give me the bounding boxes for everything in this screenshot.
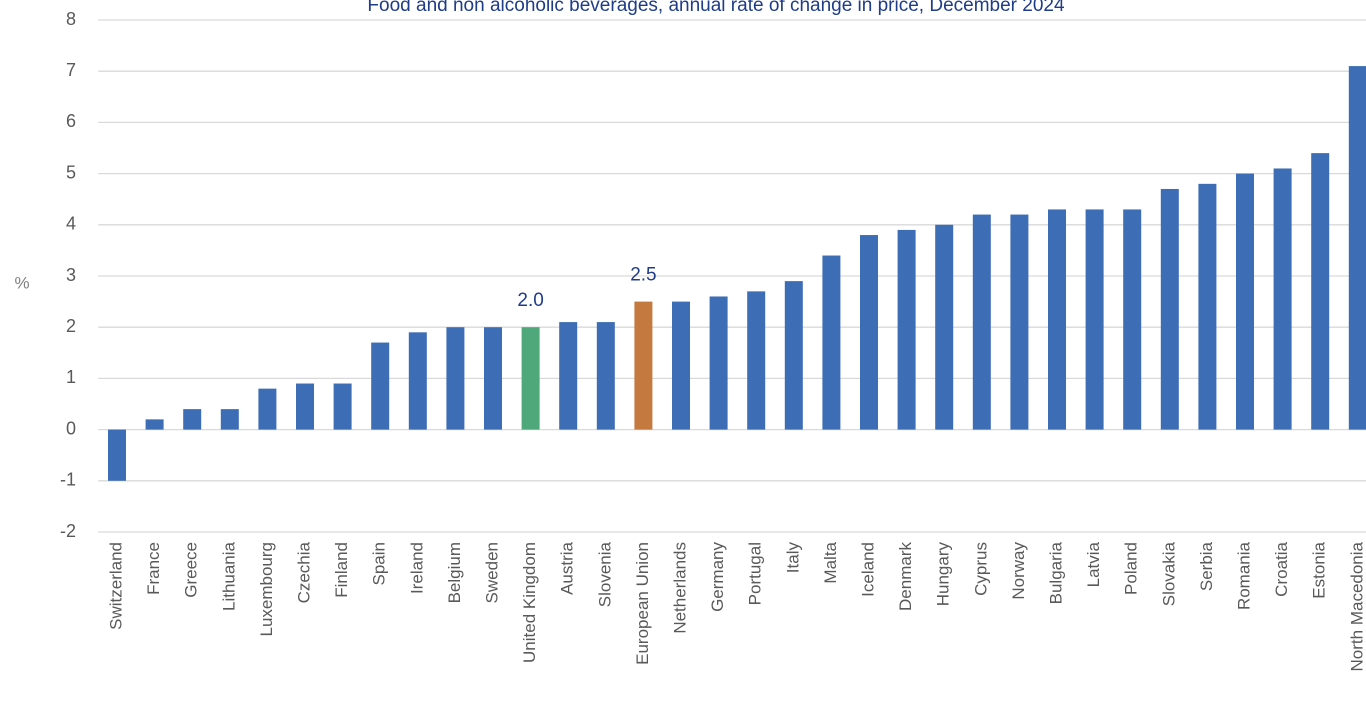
bar bbox=[747, 291, 766, 430]
bar bbox=[446, 327, 465, 430]
y-tick-label: 4 bbox=[66, 214, 76, 234]
y-tick-label: -2 bbox=[60, 521, 76, 541]
bar bbox=[672, 301, 690, 430]
y-tick-label: -1 bbox=[60, 470, 76, 490]
x-tick-label: Norway bbox=[1009, 542, 1028, 600]
bar bbox=[559, 322, 578, 430]
bar bbox=[408, 332, 427, 430]
bar bbox=[897, 229, 916, 430]
bar bbox=[634, 301, 653, 430]
x-tick-label: Spain bbox=[370, 542, 389, 585]
x-tick-label: Denmark bbox=[896, 542, 915, 611]
x-tick-label: Bulgaria bbox=[1046, 541, 1065, 604]
x-tick-label: Germany bbox=[708, 542, 727, 612]
x-tick-label: Austria bbox=[558, 541, 577, 594]
x-tick-label: Ireland bbox=[407, 542, 426, 594]
bar bbox=[822, 255, 841, 430]
x-tick-label: Switzerland bbox=[106, 542, 125, 630]
bar bbox=[1273, 168, 1292, 430]
x-tick-label: Slovakia bbox=[1159, 541, 1178, 606]
bar bbox=[145, 419, 164, 430]
x-tick-label: Romania bbox=[1234, 541, 1253, 610]
y-tick-label: 2 bbox=[66, 316, 76, 336]
y-tick-label: 5 bbox=[66, 162, 76, 182]
x-tick-label: Italy bbox=[783, 542, 802, 574]
y-tick-label: 0 bbox=[66, 418, 76, 438]
x-tick-label: Lithuania bbox=[219, 541, 238, 611]
bar bbox=[521, 327, 540, 430]
bar bbox=[1198, 183, 1217, 430]
x-tick-label: Malta bbox=[821, 541, 840, 583]
x-tick-label: European Union bbox=[633, 542, 652, 665]
x-tick-label: France bbox=[144, 542, 163, 595]
y-tick-label: 6 bbox=[66, 111, 76, 131]
bar bbox=[108, 429, 126, 481]
x-tick-label: Cyprus bbox=[971, 542, 990, 596]
bar bbox=[1348, 66, 1366, 430]
bar bbox=[1160, 188, 1179, 430]
bar bbox=[1010, 214, 1029, 430]
bar bbox=[1048, 209, 1066, 430]
y-tick-label: 1 bbox=[66, 367, 76, 387]
x-tick-label: Serbia bbox=[1197, 541, 1216, 591]
x-tick-label: Iceland bbox=[858, 542, 877, 597]
x-tick-label: Portugal bbox=[746, 542, 765, 605]
x-tick-label: United Kingdom bbox=[520, 542, 539, 663]
bar bbox=[183, 409, 202, 430]
x-tick-label: Belgium bbox=[445, 542, 464, 603]
bar bbox=[484, 327, 502, 430]
y-axis-label: % bbox=[14, 273, 29, 292]
x-tick-label: Netherlands bbox=[670, 542, 689, 634]
x-tick-label: Slovenia bbox=[595, 541, 614, 607]
y-tick-label: 7 bbox=[66, 60, 76, 80]
x-tick-label: Finland bbox=[332, 542, 351, 598]
x-tick-label: Latvia bbox=[1084, 541, 1103, 587]
x-tick-label: Sweden bbox=[482, 542, 501, 603]
bar bbox=[1123, 209, 1142, 430]
bar bbox=[972, 214, 991, 430]
x-tick-label: Greece bbox=[182, 542, 201, 598]
bar bbox=[1236, 173, 1254, 430]
bar bbox=[860, 235, 878, 430]
bar bbox=[296, 383, 314, 430]
x-tick-label: Croatia bbox=[1272, 541, 1291, 596]
x-tick-label: Hungary bbox=[934, 542, 953, 607]
bar bbox=[258, 388, 277, 430]
y-tick-label: 8 bbox=[66, 9, 76, 29]
bar bbox=[709, 296, 728, 430]
bar bbox=[784, 281, 803, 430]
bar bbox=[1311, 153, 1330, 430]
data-label: 2.5 bbox=[630, 265, 656, 286]
x-tick-label: Estonia bbox=[1310, 541, 1329, 598]
chart-title: Food and non alcoholic beverages, annual… bbox=[367, 0, 1065, 16]
x-tick-label: Czechia bbox=[294, 541, 313, 603]
bar bbox=[371, 342, 390, 430]
bar bbox=[333, 383, 352, 430]
bar bbox=[935, 224, 954, 430]
x-tick-label: North Macedonia bbox=[1347, 541, 1366, 671]
y-tick-label: 3 bbox=[66, 265, 76, 285]
bar bbox=[596, 322, 615, 430]
x-tick-label: Luxembourg bbox=[257, 542, 276, 637]
x-tick-label: Poland bbox=[1122, 542, 1141, 595]
data-label: 2.0 bbox=[517, 290, 543, 311]
bar bbox=[1085, 209, 1104, 430]
bar bbox=[220, 409, 239, 430]
